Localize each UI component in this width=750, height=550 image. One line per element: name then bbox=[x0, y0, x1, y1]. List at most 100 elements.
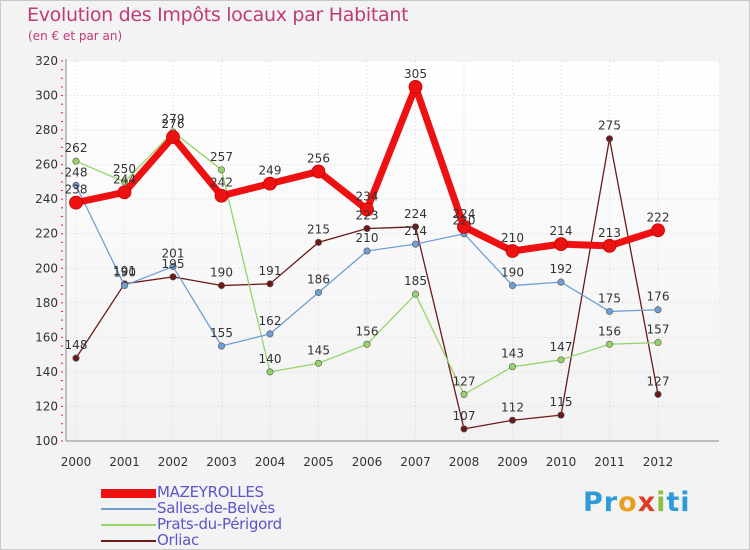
x-tick-label: 2012 bbox=[643, 455, 674, 469]
y-tick-label: 220 bbox=[35, 227, 58, 241]
data-label: 175 bbox=[598, 291, 621, 305]
data-label: 195 bbox=[162, 257, 185, 271]
x-tick-label: 2002 bbox=[158, 455, 189, 469]
data-label: 238 bbox=[65, 183, 88, 197]
data-label: 275 bbox=[598, 119, 621, 133]
data-point bbox=[363, 340, 371, 348]
y-tick-label: 260 bbox=[35, 158, 58, 172]
data-point bbox=[557, 356, 565, 364]
data-label: 157 bbox=[647, 323, 670, 337]
data-point bbox=[605, 307, 613, 315]
data-point bbox=[314, 288, 322, 296]
y-tick-label: 240 bbox=[35, 192, 58, 206]
data-point bbox=[218, 166, 226, 174]
data-point bbox=[121, 178, 129, 186]
data-point bbox=[314, 238, 322, 246]
data-point bbox=[654, 390, 662, 398]
data-label: 279 bbox=[162, 112, 185, 126]
data-label: 192 bbox=[550, 262, 573, 276]
data-point bbox=[121, 282, 129, 290]
data-point bbox=[408, 80, 423, 94]
y-tick-label: 120 bbox=[35, 399, 58, 413]
data-point bbox=[169, 273, 177, 281]
x-tick-label: 2009 bbox=[497, 455, 528, 469]
x-tick-label: 2000 bbox=[61, 455, 92, 469]
data-point bbox=[654, 339, 662, 347]
data-point bbox=[72, 181, 80, 189]
data-point bbox=[557, 278, 565, 286]
data-point bbox=[166, 130, 180, 144]
data-label: 156 bbox=[598, 324, 621, 338]
data-point bbox=[508, 416, 516, 424]
data-point bbox=[460, 390, 468, 398]
data-point bbox=[557, 411, 565, 419]
logo-letter: i bbox=[680, 487, 691, 518]
data-point bbox=[72, 354, 80, 362]
legend-label: Prats-du-Périgord bbox=[157, 515, 282, 533]
logo-letter: i bbox=[656, 487, 667, 518]
data-label: 276 bbox=[162, 117, 185, 131]
data-label: 224 bbox=[453, 207, 476, 221]
data-point bbox=[411, 240, 419, 248]
data-point bbox=[411, 290, 419, 298]
data-label: 190 bbox=[501, 266, 524, 280]
legend-swatch bbox=[101, 488, 156, 498]
data-label: 215 bbox=[307, 222, 330, 236]
y-tick-label: 200 bbox=[35, 261, 58, 275]
data-label: 107 bbox=[453, 409, 476, 423]
data-label: 248 bbox=[65, 165, 88, 179]
data-point bbox=[508, 282, 516, 290]
x-tick-label: 2008 bbox=[449, 455, 480, 469]
data-point bbox=[214, 188, 229, 203]
data-point bbox=[411, 223, 419, 231]
logo-letter: P bbox=[583, 487, 604, 518]
data-label: 224 bbox=[404, 207, 427, 221]
data-label: 140 bbox=[259, 352, 282, 366]
y-tick-label: 160 bbox=[35, 330, 58, 344]
data-label: 115 bbox=[550, 395, 573, 409]
legend-swatch bbox=[101, 524, 156, 526]
x-tick-label: 2005 bbox=[303, 455, 334, 469]
data-label: 262 bbox=[65, 141, 88, 155]
data-point bbox=[457, 219, 471, 234]
x-tick-label: 2011 bbox=[594, 455, 625, 469]
data-point bbox=[363, 247, 371, 255]
chart-title: Evolution des Impôts locaux par Habitant bbox=[27, 4, 409, 26]
data-label: 156 bbox=[356, 324, 379, 338]
data-point bbox=[605, 340, 613, 348]
data-point bbox=[266, 280, 274, 288]
data-label: 190 bbox=[113, 266, 136, 280]
data-label: 176 bbox=[647, 290, 670, 304]
legend-label: Orliac bbox=[157, 531, 199, 549]
data-point bbox=[605, 135, 613, 143]
data-point bbox=[169, 263, 177, 271]
x-tick-label: 2007 bbox=[400, 455, 431, 469]
brand-logo: Proxiti bbox=[583, 487, 691, 518]
data-label: 249 bbox=[259, 164, 282, 178]
data-label: 210 bbox=[501, 231, 524, 245]
data-label: 148 bbox=[65, 338, 88, 352]
data-point bbox=[72, 157, 80, 165]
data-label: 190 bbox=[210, 266, 233, 280]
legend-label: MAZEYROLLES bbox=[157, 483, 264, 501]
data-point bbox=[363, 225, 371, 233]
data-label: 186 bbox=[307, 272, 330, 286]
logo-letter: x bbox=[637, 487, 657, 518]
data-label: 250 bbox=[113, 162, 136, 176]
y-tick-label: 180 bbox=[35, 296, 58, 310]
data-point bbox=[508, 363, 516, 371]
x-tick-label: 2004 bbox=[255, 455, 286, 469]
data-label: 256 bbox=[307, 152, 330, 166]
data-point bbox=[311, 164, 326, 179]
data-label: 145 bbox=[307, 343, 330, 357]
x-tick-label: 2010 bbox=[546, 455, 577, 469]
data-label: 162 bbox=[259, 314, 282, 328]
chart-subtitle: (en € et par an) bbox=[28, 29, 123, 43]
data-label: 234 bbox=[356, 190, 379, 204]
logo-letter: t bbox=[666, 487, 681, 518]
legend-swatch bbox=[101, 508, 156, 510]
data-label: 191 bbox=[113, 264, 136, 278]
data-label: 127 bbox=[453, 374, 476, 388]
